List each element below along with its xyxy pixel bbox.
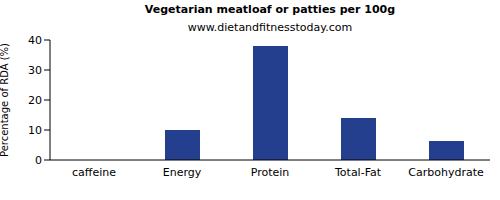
html-text:Vegetarian meatloaf or patties: Vegetarian meatloaf or patties per 100g: [144, 3, 396, 16]
svg-text:Carbohydrate: Carbohydrate: [408, 166, 484, 179]
svg-text:10: 10: [28, 124, 42, 137]
svg-text:20: 20: [28, 94, 42, 107]
svg-text:0: 0: [35, 154, 42, 167]
svg-text:Total-Fat: Total-Fat: [334, 166, 382, 179]
html-text:www.dietandfitnesstoday.com: www.dietandfitnesstoday.com: [187, 21, 353, 34]
svg-text:40: 40: [28, 34, 42, 47]
svg-text:Protein: Protein: [251, 166, 290, 179]
svg-text:caffeine: caffeine: [72, 166, 116, 179]
svg-text:30: 30: [28, 64, 42, 77]
svg-text:Percentage of RDA (%): Percentage of RDA (%): [8, 43, 10, 157]
svg-text:Energy: Energy: [163, 166, 202, 179]
